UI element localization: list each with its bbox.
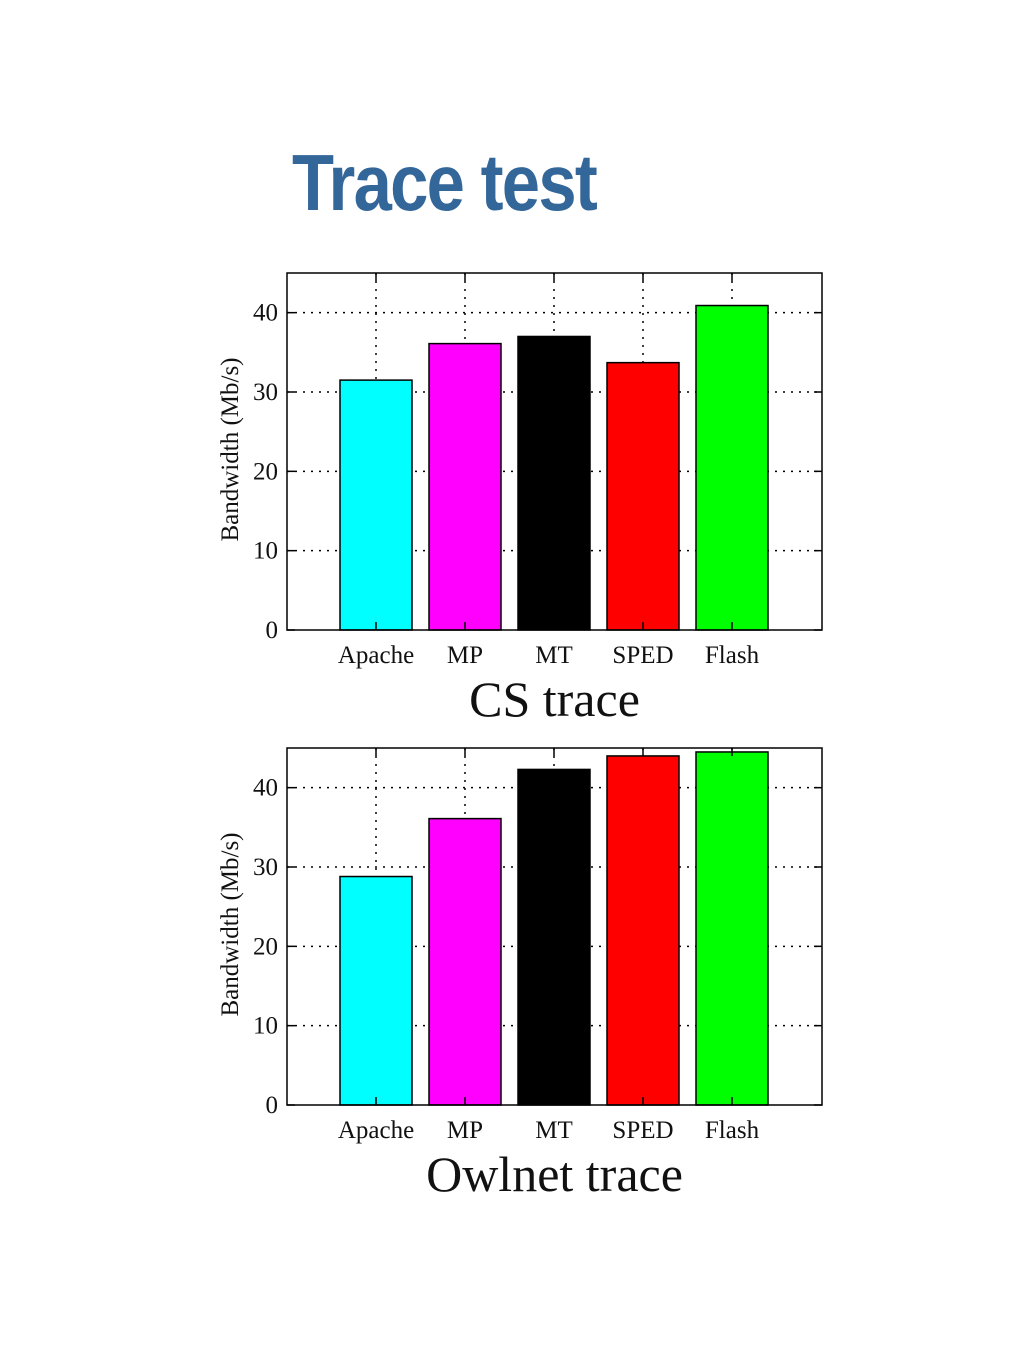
x-tick-label: MP bbox=[447, 1117, 483, 1144]
cs-trace-chart: 0 10 20 30 40 Apache MP MT SPED Flash Bandwidth (M… bbox=[217, 272, 823, 727]
bar-mt bbox=[517, 768, 591, 1106]
bar-apache bbox=[339, 379, 413, 631]
y-tick-label: 30 bbox=[253, 854, 278, 881]
slide-title: Trace test bbox=[292, 138, 598, 227]
plot-frame bbox=[286, 272, 823, 631]
x-tick-label: Flash bbox=[705, 642, 760, 669]
bar-sped bbox=[606, 755, 680, 1106]
y-tick-label: 40 bbox=[253, 300, 278, 327]
y-tick-label: 10 bbox=[253, 1013, 278, 1040]
plot-frame bbox=[286, 747, 823, 1106]
bar-mp bbox=[428, 342, 502, 631]
y-tick-label: 40 bbox=[253, 775, 278, 802]
bar-mp bbox=[428, 817, 502, 1106]
y-axis-label: Bandwidth (Mb/s) bbox=[217, 832, 244, 1016]
chart-title: Owlnet trace bbox=[426, 1146, 683, 1202]
owlnet-trace-chart: 0 10 20 30 40 Apache MP MT SPED Flash Bandwidth (M… bbox=[217, 747, 823, 1202]
x-tick-label: Apache bbox=[338, 1117, 414, 1144]
chart-title: CS trace bbox=[469, 671, 640, 727]
x-tick-label: SPED bbox=[612, 1117, 673, 1144]
x-tick-label: SPED bbox=[612, 642, 673, 669]
x-tick-label: MT bbox=[535, 642, 573, 669]
x-tick-label: MT bbox=[535, 1117, 573, 1144]
bar-mt bbox=[517, 335, 591, 631]
x-tick-label: Apache bbox=[338, 642, 414, 669]
bar-flash bbox=[695, 751, 769, 1106]
y-tick-label: 0 bbox=[266, 1092, 279, 1119]
x-tick-label: Flash bbox=[705, 1117, 760, 1144]
y-tick-label: 10 bbox=[253, 538, 278, 565]
bar-apache bbox=[339, 875, 413, 1106]
y-tick-label: 20 bbox=[253, 458, 278, 485]
y-tick-label: 20 bbox=[253, 933, 278, 960]
bar-sped bbox=[606, 361, 680, 631]
bar-flash bbox=[695, 304, 769, 631]
x-tick-label: MP bbox=[447, 642, 483, 669]
y-tick-label: 0 bbox=[266, 617, 279, 644]
y-tick-label: 30 bbox=[253, 379, 278, 406]
y-axis-label: Bandwidth (Mb/s) bbox=[217, 357, 244, 541]
